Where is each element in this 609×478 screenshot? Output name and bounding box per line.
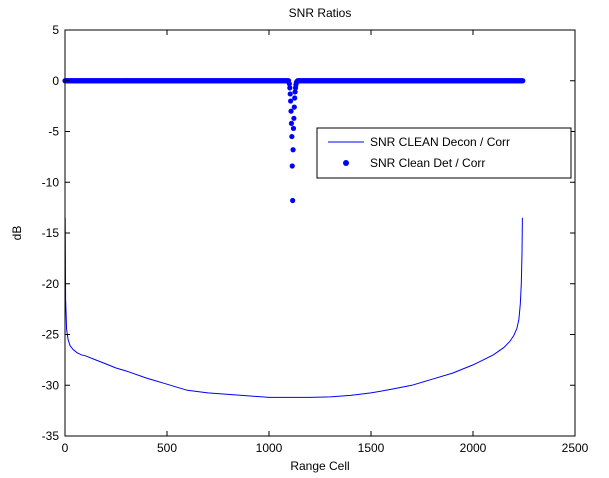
x-tick-label: 1500 xyxy=(358,441,385,455)
x-tick-label: 2000 xyxy=(460,441,487,455)
y-tick-label: -20 xyxy=(42,277,60,291)
data-point-dip xyxy=(291,116,296,121)
y-tick-label: 0 xyxy=(52,74,59,88)
data-point-dip xyxy=(292,105,297,110)
y-tick-label: -10 xyxy=(42,175,60,189)
data-point-dip xyxy=(290,198,295,203)
y-tick-label: 5 xyxy=(52,23,59,37)
plot-area xyxy=(65,30,575,436)
x-tick-label: 0 xyxy=(62,441,69,455)
data-point-dip xyxy=(287,85,292,90)
legend: SNR CLEAN Decon / Corr SNR Clean Det / C… xyxy=(317,128,571,178)
y-tick-label: -15 xyxy=(42,226,60,240)
x-axis-label: Range Cell xyxy=(290,459,349,473)
x-tick-label: 500 xyxy=(157,441,177,455)
legend-marker-swatch xyxy=(343,160,349,166)
data-point xyxy=(520,78,525,83)
data-point-dip xyxy=(290,163,295,168)
data-point-dip xyxy=(291,126,296,131)
y-tick-label: -5 xyxy=(48,125,59,139)
x-tick-label: 1000 xyxy=(256,441,283,455)
data-point-dip xyxy=(290,147,295,152)
data-point-dip xyxy=(292,95,297,100)
x-tick-label: 2500 xyxy=(562,441,589,455)
data-point-dip xyxy=(294,79,299,84)
chart-title: SNR Ratios xyxy=(289,6,352,20)
legend-label-clean-decon: SNR CLEAN Decon / Corr xyxy=(370,135,510,149)
data-point-dip xyxy=(289,134,294,139)
legend-label-clean-det: SNR Clean Det / Corr xyxy=(370,156,485,170)
y-axis-label: dB xyxy=(10,226,24,241)
y-tick-label: -30 xyxy=(42,378,60,392)
data-point-dip xyxy=(288,109,293,114)
data-point-dip xyxy=(289,121,294,126)
y-tick-label: -25 xyxy=(42,328,60,342)
y-tick-label: -35 xyxy=(42,429,60,443)
data-point-dip xyxy=(288,91,293,96)
